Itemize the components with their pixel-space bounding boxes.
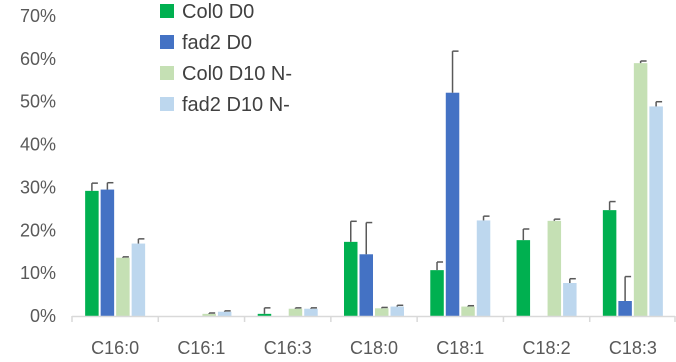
bar-col0-d10-n--c18-2 xyxy=(547,220,562,316)
bar-col0-d0-c16-3 xyxy=(257,313,272,316)
bar-fad2-d0-c18-3 xyxy=(618,301,632,316)
bar-fad2-d0-c18-0 xyxy=(359,254,373,316)
x-tick-label: C16:1 xyxy=(177,338,225,358)
bar-fad2-d0-c16-0 xyxy=(100,189,115,316)
x-tick-label: C16:0 xyxy=(91,338,139,358)
legend: Col0 D0 fad2 D0 Col0 D10 N-fad2 D10 N- xyxy=(160,1,292,116)
x-tick-label: C18:2 xyxy=(523,338,571,358)
bar-col0-d0-c18-0 xyxy=(344,241,358,316)
x-axis-tick-labels: C16:0 C16:1 C16:3 C18:0 C18:1 C18:2 C18:3 xyxy=(91,338,657,358)
bar-col0-d10-n--c16-1 xyxy=(202,313,216,316)
bar-fad2-d10-n--c16-1 xyxy=(217,311,232,316)
bar-col0-d0-c18-1 xyxy=(430,270,444,316)
legend-swatch xyxy=(160,66,174,80)
legend-label: Col0 D10 N- xyxy=(182,63,292,85)
y-tick-label: 30% xyxy=(20,177,56,197)
legend-swatch xyxy=(160,97,174,111)
bar-fad2-d10-n--c18-3 xyxy=(649,106,663,316)
bar-fad2-d10-n--c16-3 xyxy=(304,308,318,316)
bar-col0-d0-c18-2 xyxy=(516,240,531,316)
y-tick-label: 20% xyxy=(20,220,56,240)
legend-label: fad2 D0 xyxy=(182,32,252,54)
legend-label: Col0 D0 xyxy=(182,1,254,23)
bar-col0-d10-n--c18-3 xyxy=(633,63,648,317)
bar-fad2-d0-c18-1 xyxy=(445,92,460,316)
bar-col0-d0-c16-0 xyxy=(85,190,99,316)
y-tick-label: 40% xyxy=(20,135,56,155)
error-bars xyxy=(91,50,663,314)
bar-fad2-d10-n--c18-2 xyxy=(563,283,577,316)
x-axis-ticks xyxy=(71,316,676,322)
y-tick-label: 0% xyxy=(30,306,56,326)
x-tick-label: C18:1 xyxy=(436,338,484,358)
bar-col0-d10-n--c18-0 xyxy=(375,308,389,316)
y-axis-tick-labels: 0% 10% 20% 30% 40% 50% 60% 70% xyxy=(20,6,56,326)
y-tick-label: 10% xyxy=(20,263,56,283)
y-tick-label: 60% xyxy=(20,49,56,69)
x-tick-label: C18:3 xyxy=(609,338,657,358)
y-tick-label: 70% xyxy=(20,6,56,26)
bar-fad2-d10-n--c16-0 xyxy=(131,243,146,316)
legend-swatch xyxy=(160,35,174,49)
bar-col0-d10-n--c16-3 xyxy=(288,308,303,316)
legend-swatch xyxy=(160,4,174,18)
bar-col0-d10-n--c16-0 xyxy=(116,257,130,316)
bar-col0-d10-n--c18-1 xyxy=(461,306,475,316)
bar-fad2-d10-n--c18-1 xyxy=(476,220,491,316)
legend-label: fad2 D10 N- xyxy=(182,94,290,116)
bar-series xyxy=(85,63,663,317)
x-tick-label: C16:3 xyxy=(264,338,312,358)
y-tick-label: 50% xyxy=(20,92,56,112)
x-tick-label: C18:0 xyxy=(350,338,398,358)
bar-col0-d0-c18-3 xyxy=(602,210,617,316)
bar-fad2-d10-n--c18-0 xyxy=(390,306,404,316)
